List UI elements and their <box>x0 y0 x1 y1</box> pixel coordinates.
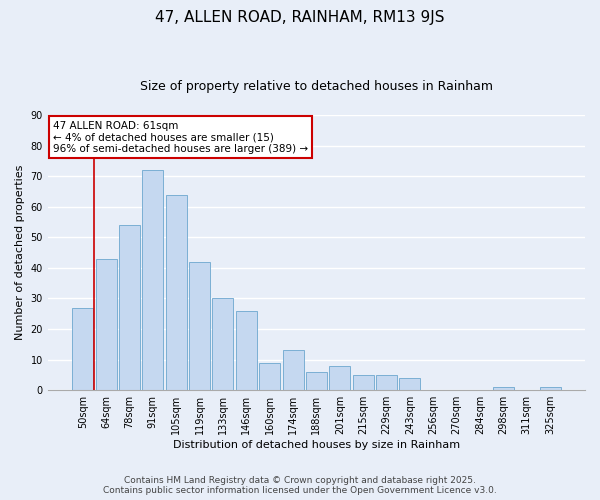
Bar <box>329 366 350 390</box>
Bar <box>142 170 163 390</box>
Bar <box>95 258 116 390</box>
Bar <box>189 262 210 390</box>
Bar <box>353 375 374 390</box>
Bar <box>259 362 280 390</box>
Y-axis label: Number of detached properties: Number of detached properties <box>15 165 25 340</box>
Bar <box>306 372 327 390</box>
Bar <box>376 375 397 390</box>
Bar <box>119 225 140 390</box>
Bar <box>72 308 93 390</box>
Bar <box>493 387 514 390</box>
X-axis label: Distribution of detached houses by size in Rainham: Distribution of detached houses by size … <box>173 440 460 450</box>
Text: 47, ALLEN ROAD, RAINHAM, RM13 9JS: 47, ALLEN ROAD, RAINHAM, RM13 9JS <box>155 10 445 25</box>
Bar <box>236 310 257 390</box>
Bar <box>400 378 421 390</box>
Bar <box>539 387 560 390</box>
Title: Size of property relative to detached houses in Rainham: Size of property relative to detached ho… <box>140 80 493 93</box>
Bar <box>283 350 304 390</box>
Text: Contains HM Land Registry data © Crown copyright and database right 2025.
Contai: Contains HM Land Registry data © Crown c… <box>103 476 497 495</box>
Bar <box>212 298 233 390</box>
Bar <box>166 194 187 390</box>
Text: 47 ALLEN ROAD: 61sqm
← 4% of detached houses are smaller (15)
96% of semi-detach: 47 ALLEN ROAD: 61sqm ← 4% of detached ho… <box>53 120 308 154</box>
